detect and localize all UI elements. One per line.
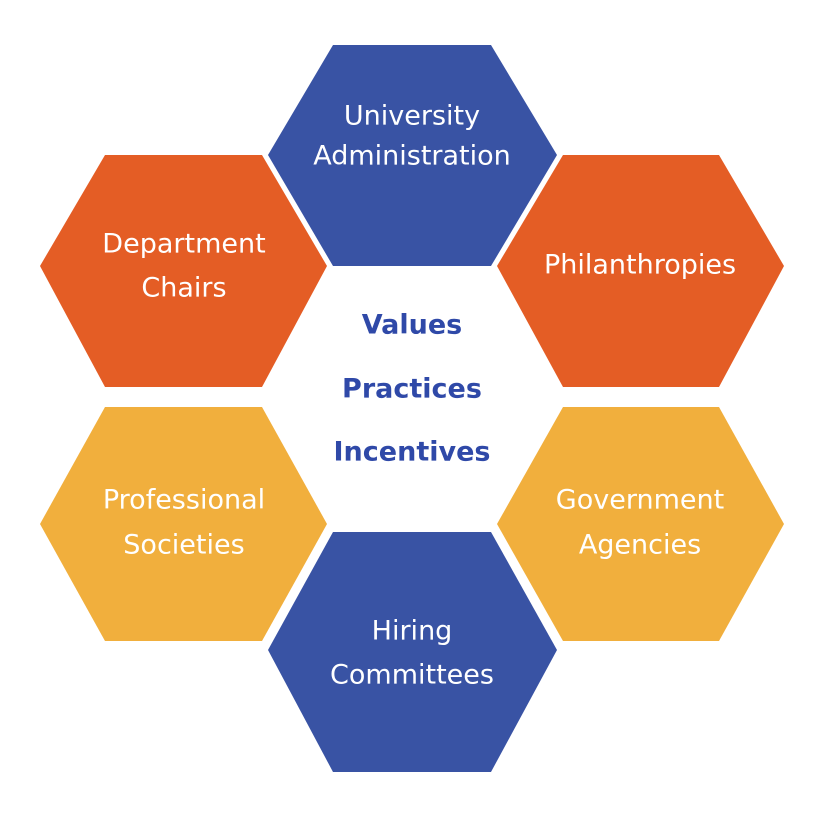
hex-university-administration-shape	[268, 45, 557, 266]
hex-government-agencies-shape	[497, 407, 784, 641]
center-practices-label: Practices	[342, 374, 482, 405]
hex-philanthropies-shape	[497, 155, 784, 387]
hex-department-chairs-line2: Chairs	[141, 273, 226, 304]
hex-hiring-committees-line2: Committees	[330, 660, 494, 691]
hex-department-chairs-shape	[40, 155, 327, 387]
hex-hiring-committees-line1: Hiring	[372, 616, 453, 647]
hex-hiring-committees-shape	[268, 532, 557, 772]
hex-government-agencies: Government Agencies	[497, 407, 784, 641]
hex-professional-societies: Professional Societies	[40, 407, 327, 641]
hex-government-agencies-line2: Agencies	[579, 530, 701, 561]
hex-department-chairs-line1: Department	[102, 229, 265, 260]
center-labels: Values Practices Incentives	[334, 310, 491, 468]
hex-department-chairs: Department Chairs	[40, 155, 327, 387]
hex-professional-societies-shape	[40, 407, 327, 641]
hex-professional-societies-line2: Societies	[123, 530, 244, 561]
hex-government-agencies-line1: Government	[556, 485, 724, 516]
hex-university-administration-line2: Administration	[313, 141, 511, 172]
hex-professional-societies-line1: Professional	[103, 485, 265, 516]
hex-university-administration-line1: University	[344, 101, 480, 132]
hex-philanthropies-line1: Philanthropies	[544, 250, 736, 281]
hex-hiring-committees: Hiring Committees	[268, 532, 557, 772]
center-incentives-label: Incentives	[334, 437, 491, 468]
hex-philanthropies: Philanthropies	[497, 155, 784, 387]
center-values-label: Values	[362, 310, 463, 341]
hex-university-administration: University Administration	[268, 45, 557, 266]
